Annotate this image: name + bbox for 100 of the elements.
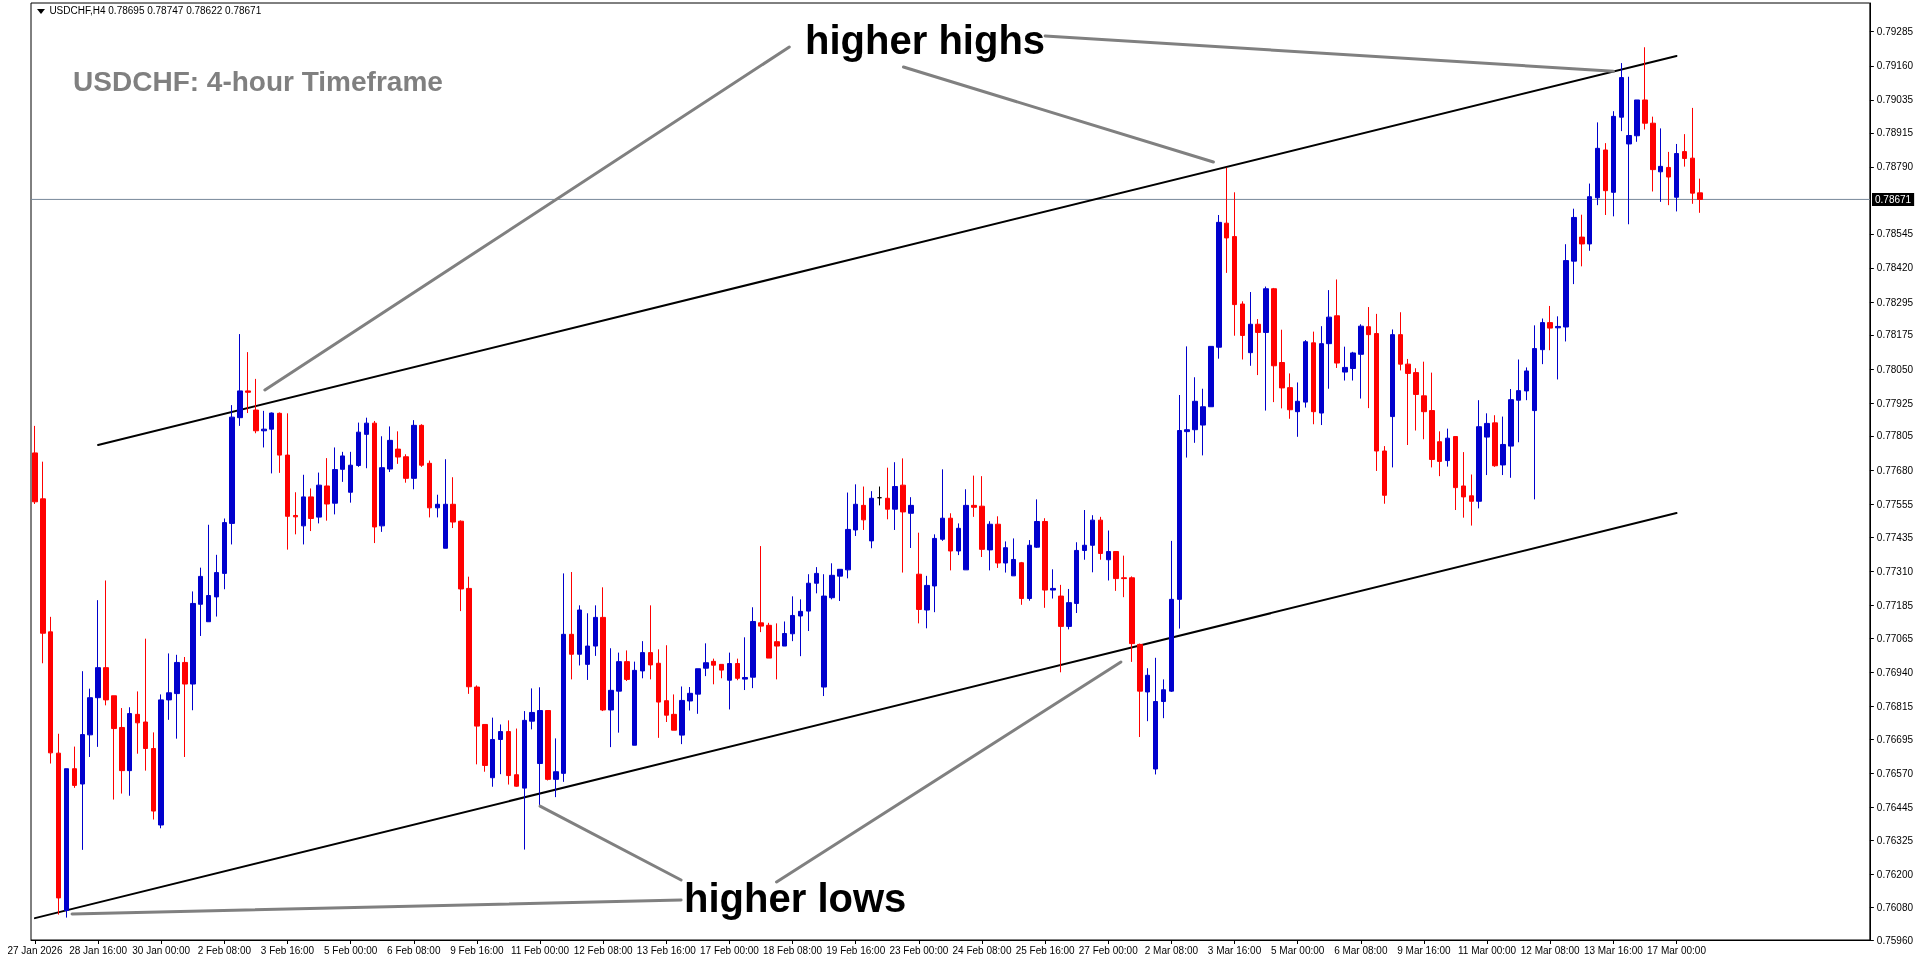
candlestick xyxy=(419,423,424,468)
candlestick xyxy=(498,723,503,775)
x-tick-label: 28 Jan 16:00 xyxy=(69,944,128,956)
candlestick xyxy=(640,640,645,679)
candlestick xyxy=(522,710,527,851)
candlestick xyxy=(1303,339,1308,409)
candlestick xyxy=(963,488,969,571)
candlestick xyxy=(182,656,188,758)
candlestick xyxy=(1129,575,1135,663)
candlestick xyxy=(1042,517,1048,609)
candlestick xyxy=(837,568,843,602)
y-tick-label: 0.76200 xyxy=(1876,868,1914,880)
candlestick xyxy=(616,652,622,734)
candlestick xyxy=(1666,151,1671,206)
candlestick xyxy=(308,487,314,532)
candlestick xyxy=(56,733,61,916)
candlestick xyxy=(158,693,164,829)
candlestick xyxy=(1634,99,1640,143)
y-tick-label: 0.77065 xyxy=(1876,632,1914,644)
candlestick xyxy=(1019,561,1024,606)
candlestick xyxy=(285,412,290,551)
candlestick xyxy=(1555,315,1561,380)
candlestick xyxy=(1169,540,1174,693)
candlestick xyxy=(1240,300,1245,360)
candlestick xyxy=(1524,366,1529,401)
candlestick xyxy=(1358,323,1364,400)
candlestick xyxy=(135,690,140,755)
candlestick xyxy=(750,606,756,689)
candlestick xyxy=(190,590,196,711)
candlestick xyxy=(80,670,85,851)
candlestick xyxy=(735,658,740,681)
candlestick xyxy=(237,333,243,427)
y-tick-label: 0.77185 xyxy=(1876,599,1914,611)
candlestick xyxy=(1437,430,1442,477)
x-tick-label: 11 Feb 00:00 xyxy=(510,944,570,956)
candlestick xyxy=(1003,540,1008,574)
x-tick-label: 9 Feb 16:00 xyxy=(450,944,505,956)
candlestick xyxy=(1587,183,1592,252)
candlestick xyxy=(427,460,432,518)
candlestick xyxy=(711,658,716,685)
candlestick xyxy=(916,532,922,624)
candlestick xyxy=(1334,278,1340,369)
x-tick-label: 17 Mar 00:00 xyxy=(1647,944,1707,956)
annotation: USDCHF,H4 0.78695 0.78747 0.78622 0.78671 xyxy=(49,4,262,16)
candlestick xyxy=(1603,142,1608,216)
candlestick xyxy=(1453,436,1458,511)
candlestick xyxy=(892,461,898,531)
candlestick xyxy=(474,684,480,765)
candlestick xyxy=(111,695,117,801)
y-tick-label: 0.77310 xyxy=(1876,565,1914,577)
y-tick-label: 0.76570 xyxy=(1876,767,1914,779)
candlestick xyxy=(577,604,582,666)
x-tick-label: 12 Feb 08:00 xyxy=(573,944,634,956)
candlestick xyxy=(143,638,148,772)
candlestick xyxy=(1682,133,1687,168)
candlestick xyxy=(1034,498,1040,549)
candlestick xyxy=(608,647,614,748)
candlestick xyxy=(1113,551,1119,592)
candlestick xyxy=(269,411,274,474)
candlestick xyxy=(1326,289,1332,390)
candlestick xyxy=(545,710,551,781)
candlestick xyxy=(1405,358,1411,446)
y-tick-label: 0.79160 xyxy=(1876,60,1914,72)
candlestick xyxy=(845,492,851,579)
annotation: higher lows xyxy=(684,876,907,920)
candlestick xyxy=(506,719,511,786)
y-tick-label: 0.77435 xyxy=(1876,531,1914,543)
candlestick xyxy=(222,517,227,590)
candlestick xyxy=(379,435,385,533)
candlestick xyxy=(87,688,93,758)
candlestick xyxy=(1279,329,1285,409)
candlestick xyxy=(908,496,914,549)
candlestick xyxy=(458,519,464,612)
candlestick xyxy=(40,461,46,664)
x-tick-label: 2 Mar 08:00 xyxy=(1144,944,1199,956)
candlestick xyxy=(593,604,598,657)
candlestick xyxy=(979,475,985,558)
candlestick xyxy=(332,446,338,515)
candlestick xyxy=(1090,514,1095,573)
candlestick xyxy=(1500,416,1506,476)
x-tick-label: 18 Feb 08:00 xyxy=(763,944,823,956)
candlestick xyxy=(774,622,780,680)
candlestick xyxy=(829,562,835,600)
y-tick-label: 0.79035 xyxy=(1876,94,1914,106)
candlestick xyxy=(656,648,661,739)
x-tick-label: 12 Mar 08:00 xyxy=(1520,944,1581,956)
candlestick xyxy=(387,425,393,473)
x-tick-label: 11 Mar 00:00 xyxy=(1457,944,1517,956)
candlestick xyxy=(821,573,827,697)
candlestick xyxy=(1311,331,1316,425)
y-tick-label: 0.76325 xyxy=(1876,834,1914,846)
candlestick xyxy=(1350,351,1356,382)
candlestick xyxy=(1398,311,1403,371)
candlestick xyxy=(151,731,156,821)
candlestick xyxy=(529,687,535,730)
candlestick xyxy=(1563,243,1569,342)
candlestick xyxy=(435,494,440,518)
candlestick xyxy=(127,706,132,797)
candlestick xyxy=(719,663,724,679)
candlestick xyxy=(482,723,488,773)
